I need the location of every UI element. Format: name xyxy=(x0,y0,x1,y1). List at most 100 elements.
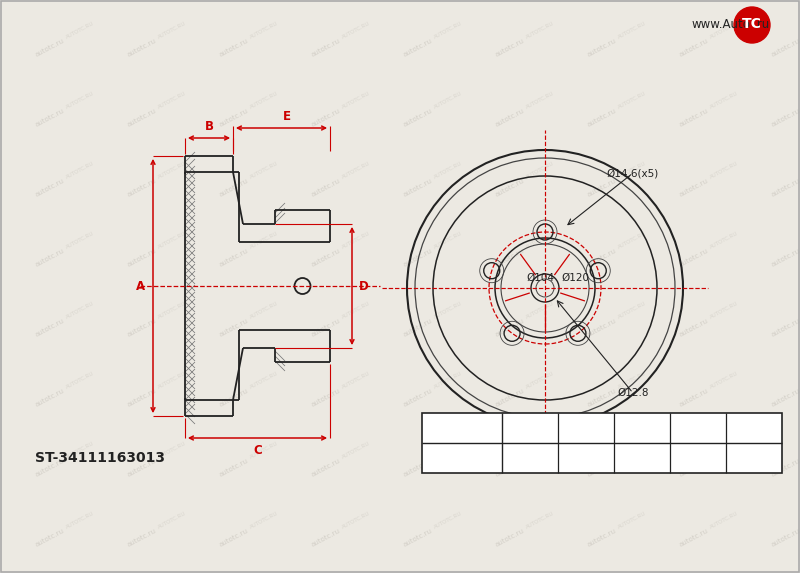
Text: AUTOTC.RU: AUTOTC.RU xyxy=(65,230,95,250)
Text: AUTOTC.RU: AUTOTC.RU xyxy=(157,230,187,250)
Text: autotc.ru: autotc.ru xyxy=(218,38,250,58)
Text: autotc.ru: autotc.ru xyxy=(126,528,158,548)
Text: ОТВ.: ОТВ. xyxy=(466,453,493,463)
Text: autotc.ru: autotc.ru xyxy=(34,388,66,408)
Text: autotc.ru: autotc.ru xyxy=(218,178,250,198)
Text: autotc.ru: autotc.ru xyxy=(402,248,434,268)
Text: AUTOTC.RU: AUTOTC.RU xyxy=(341,91,371,109)
Text: autotc.ru: autotc.ru xyxy=(770,38,800,58)
Text: autotc.ru: autotc.ru xyxy=(678,248,710,268)
Text: AUTOTC.RU: AUTOTC.RU xyxy=(709,441,739,460)
Text: autotc.ru: autotc.ru xyxy=(402,318,434,338)
Text: AUTOTC.RU: AUTOTC.RU xyxy=(341,511,371,529)
Text: autotc.ru: autotc.ru xyxy=(770,248,800,268)
Text: autotc.ru: autotc.ru xyxy=(218,528,250,548)
Text: 5: 5 xyxy=(438,448,454,468)
Text: autotc.ru: autotc.ru xyxy=(770,528,800,548)
Text: AUTOTC.RU: AUTOTC.RU xyxy=(525,91,555,109)
Text: AUTOTC.RU: AUTOTC.RU xyxy=(709,370,739,390)
Text: AUTOTC.RU: AUTOTC.RU xyxy=(157,370,187,390)
Text: AUTOTC.RU: AUTOTC.RU xyxy=(249,511,279,529)
Text: AUTOTC.RU: AUTOTC.RU xyxy=(157,160,187,179)
Text: AUTOTC.RU: AUTOTC.RU xyxy=(709,160,739,179)
Text: Ø104: Ø104 xyxy=(526,273,554,283)
Text: autotc.ru: autotc.ru xyxy=(494,528,526,548)
Text: autotc.ru: autotc.ru xyxy=(770,318,800,338)
Text: AUTOTC.RU: AUTOTC.RU xyxy=(525,441,555,460)
Text: AUTOTC.RU: AUTOTC.RU xyxy=(433,370,463,390)
Text: autotc.ru: autotc.ru xyxy=(218,248,250,268)
Text: AUTOTC.RU: AUTOTC.RU xyxy=(249,21,279,40)
Text: TC: TC xyxy=(742,17,762,31)
Text: autotc.ru: autotc.ru xyxy=(34,248,66,268)
Text: AUTOTC.RU: AUTOTC.RU xyxy=(709,511,739,529)
Text: autotc.ru: autotc.ru xyxy=(770,108,800,128)
Text: AUTOTC.RU: AUTOTC.RU xyxy=(617,370,647,390)
Text: autotc.ru: autotc.ru xyxy=(218,458,250,478)
Text: AUTOTC.RU: AUTOTC.RU xyxy=(249,91,279,109)
Text: autotc.ru: autotc.ru xyxy=(218,318,250,338)
Text: autotc.ru: autotc.ru xyxy=(494,108,526,128)
Text: AUTOTC.RU: AUTOTC.RU xyxy=(525,160,555,179)
Text: Ø14.6(x5): Ø14.6(x5) xyxy=(607,168,659,178)
Text: AUTOTC.RU: AUTOTC.RU xyxy=(433,91,463,109)
Text: AUTOTC.RU: AUTOTC.RU xyxy=(617,230,647,250)
Text: D: D xyxy=(359,280,369,292)
Text: autotc.ru: autotc.ru xyxy=(494,458,526,478)
Text: autotc.ru: autotc.ru xyxy=(310,528,342,548)
Text: AUTOTC.RU: AUTOTC.RU xyxy=(65,370,95,390)
Text: AUTOTC.RU: AUTOTC.RU xyxy=(157,21,187,40)
Text: AUTOTC.RU: AUTOTC.RU xyxy=(157,91,187,109)
Text: autotc.ru: autotc.ru xyxy=(678,108,710,128)
Text: AUTOTC.RU: AUTOTC.RU xyxy=(341,441,371,460)
Text: AUTOTC.RU: AUTOTC.RU xyxy=(341,160,371,179)
Text: autotc.ru: autotc.ru xyxy=(586,528,618,548)
Text: autotc.ru: autotc.ru xyxy=(678,178,710,198)
Text: Ø12.8: Ø12.8 xyxy=(618,388,649,398)
Text: autotc.ru: autotc.ru xyxy=(402,108,434,128)
Text: autotc.ru: autotc.ru xyxy=(218,108,250,128)
Text: AUTOTC.RU: AUTOTC.RU xyxy=(249,441,279,460)
Text: autotc.ru: autotc.ru xyxy=(126,388,158,408)
Text: AUTOTC.RU: AUTOTC.RU xyxy=(157,511,187,529)
Text: autotc.ru: autotc.ru xyxy=(310,248,342,268)
Text: www.Auto: www.Auto xyxy=(691,18,750,32)
Text: autotc.ru: autotc.ru xyxy=(34,108,66,128)
Text: 22: 22 xyxy=(578,452,594,465)
Text: autotc.ru: autotc.ru xyxy=(310,318,342,338)
Text: AUTOTC.RU: AUTOTC.RU xyxy=(433,21,463,40)
Text: autotc.ru: autotc.ru xyxy=(34,38,66,58)
Text: autotc.ru: autotc.ru xyxy=(678,528,710,548)
Text: AUTOTC.RU: AUTOTC.RU xyxy=(65,91,95,109)
Text: AUTOTC.RU: AUTOTC.RU xyxy=(525,230,555,250)
Text: autotc.ru: autotc.ru xyxy=(310,178,342,198)
Text: AUTOTC.RU: AUTOTC.RU xyxy=(249,370,279,390)
Text: autotc.ru: autotc.ru xyxy=(586,38,618,58)
Text: AUTOTC.RU: AUTOTC.RU xyxy=(525,511,555,529)
Text: AUTOTC.RU: AUTOTC.RU xyxy=(709,91,739,109)
Text: autotc.ru: autotc.ru xyxy=(770,458,800,478)
Text: autotc.ru: autotc.ru xyxy=(34,458,66,478)
Text: AUTOTC.RU: AUTOTC.RU xyxy=(525,300,555,320)
Text: E: E xyxy=(282,109,290,123)
Text: autotc.ru: autotc.ru xyxy=(126,108,158,128)
Text: autotc.ru: autotc.ru xyxy=(402,388,434,408)
Text: autotc.ru: autotc.ru xyxy=(586,248,618,268)
Text: autotc.ru: autotc.ru xyxy=(310,108,342,128)
Text: 160.3: 160.3 xyxy=(736,452,772,465)
Text: A: A xyxy=(137,280,146,292)
Text: autotc.ru: autotc.ru xyxy=(494,178,526,198)
Text: autotc.ru: autotc.ru xyxy=(402,38,434,58)
Text: C: C xyxy=(253,444,262,457)
Text: AUTOTC.RU: AUTOTC.RU xyxy=(65,160,95,179)
Text: AUTOTC.RU: AUTOTC.RU xyxy=(249,300,279,320)
Text: autotc.ru: autotc.ru xyxy=(586,108,618,128)
Text: D: D xyxy=(692,421,704,435)
Text: autotc.ru: autotc.ru xyxy=(494,38,526,58)
Text: autotc.ru: autotc.ru xyxy=(402,528,434,548)
Text: autotc.ru: autotc.ru xyxy=(310,458,342,478)
Text: AUTOTC.RU: AUTOTC.RU xyxy=(341,370,371,390)
Text: AUTOTC.RU: AUTOTC.RU xyxy=(65,441,95,460)
Text: 76: 76 xyxy=(634,452,650,465)
Text: AUTOTC.RU: AUTOTC.RU xyxy=(249,160,279,179)
